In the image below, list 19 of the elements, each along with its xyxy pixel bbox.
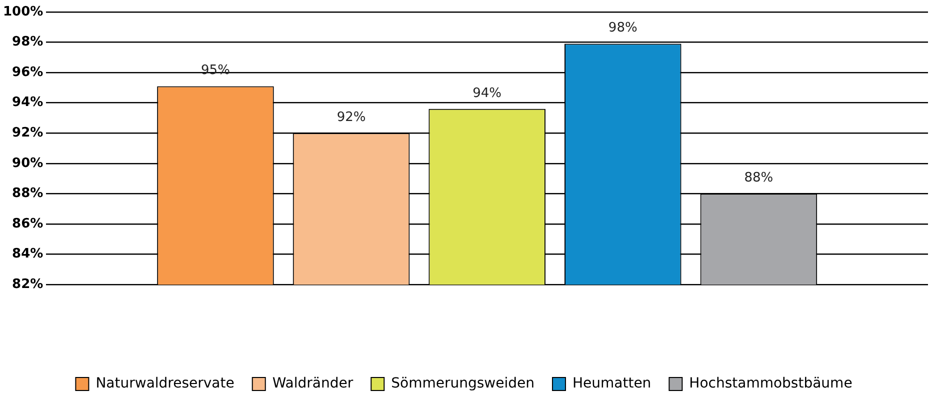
y-tick-label: 84%: [12, 246, 44, 262]
data-label: 92%: [336, 110, 366, 126]
data-label: 88%: [744, 170, 774, 186]
y-tick-label: 100%: [2, 4, 44, 20]
data-label: 94%: [472, 86, 502, 101]
legend-label: Heumatten: [572, 376, 652, 392]
y-tick-label: 96%: [12, 64, 44, 80]
y-tick-label: 94%: [12, 95, 44, 110]
y-tick-label: 86%: [12, 216, 44, 232]
y-tick-label: 88%: [12, 186, 44, 202]
data-label: 98%: [608, 20, 638, 36]
legend-label: Naturwaldreservate: [96, 376, 234, 392]
y-tick-label: 92%: [12, 126, 44, 141]
legend-label: Waldränder: [272, 376, 354, 392]
y-tick-label: 98%: [12, 34, 44, 50]
legend-label: Hochstammobstbäume: [689, 376, 852, 392]
legend-label: Sömmerungsweiden: [391, 376, 534, 392]
y-tick-label: 82%: [12, 276, 44, 292]
y-tick-label: 90%: [12, 156, 44, 171]
